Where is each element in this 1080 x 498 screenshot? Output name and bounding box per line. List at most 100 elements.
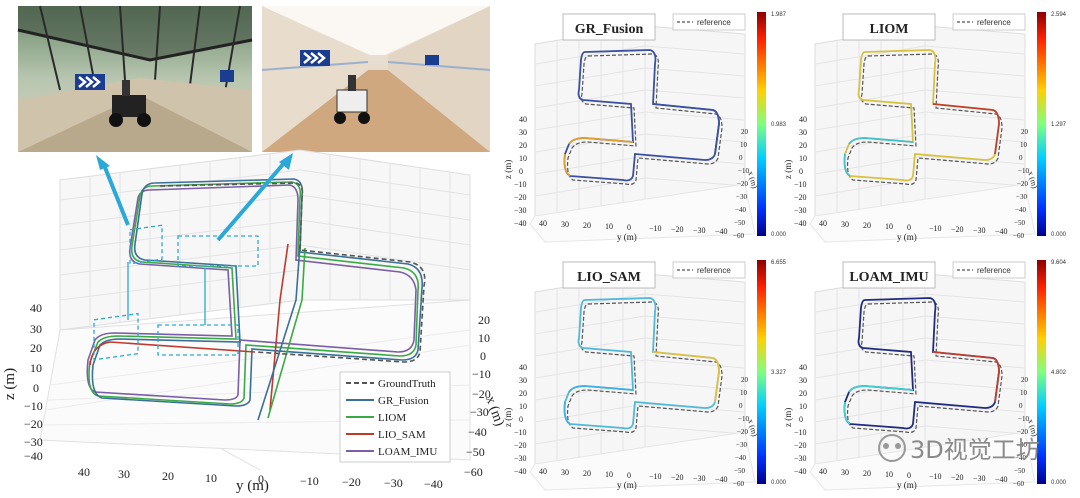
subplot-y-label: x (m)	[1026, 170, 1039, 190]
subplot-y-tick: −60	[733, 232, 744, 240]
main-y-tick: −30	[470, 405, 489, 419]
main-y-tick: −40	[468, 425, 487, 439]
subplot-y-tick: −20	[1017, 428, 1028, 436]
legend-gr-fusion: GR_Fusion	[378, 395, 429, 407]
subplot-z-tick: −30	[794, 206, 807, 215]
subplot-x-tick: 40	[539, 219, 547, 228]
main-y-tick: −50	[466, 445, 485, 459]
main-y-tick: 10	[478, 331, 490, 345]
subplot-y-tick: −50	[734, 467, 745, 475]
subplot-y-tick: 10	[1020, 389, 1028, 397]
subplot-y-tick: 20	[741, 376, 749, 384]
legend-groundtruth: GroundTruth	[378, 378, 436, 390]
subplot-z-tick: 0	[519, 415, 523, 424]
subplot-y-tick: 10	[740, 141, 748, 149]
subplot-x-tick: 20	[863, 469, 871, 478]
colorbar-tick: 0.000	[771, 480, 787, 486]
subplot-z-tick: 30	[519, 376, 527, 385]
subplot-x-tick: 10	[605, 470, 613, 479]
subplot-y-tick: −30	[1016, 441, 1027, 449]
colorbar-tick: 0.000	[771, 232, 787, 238]
subplot-y-label: x (m)	[1026, 418, 1039, 438]
colorbar-tick: 0.983	[771, 122, 787, 128]
subplot-x-tick: −30	[693, 226, 706, 235]
subplot-z-tick: −40	[794, 467, 807, 476]
subplot-3: LOAM_IMU reference 9.604 4.802 0.000 40 30 20 10…	[783, 260, 1067, 491]
subplot-x-tick: −10	[929, 224, 942, 233]
subplot-z-label: z (m)	[503, 160, 513, 179]
subplot-y-tick: 20	[1021, 376, 1029, 384]
subplot-x-tick: 30	[561, 220, 569, 229]
main-z-tick: −20	[24, 417, 43, 431]
subplot-z-tick: 30	[519, 128, 527, 137]
subplot-legend: reference	[977, 266, 1011, 275]
subplot-z-tick: −10	[794, 180, 807, 189]
subplot-y-label: x (m)	[746, 418, 759, 438]
subplot-y-tick: −40	[1015, 206, 1026, 214]
main-y-tick: 20	[478, 313, 490, 327]
subplot-x-tick: −30	[973, 226, 986, 235]
colorbar-tick: 0.000	[1051, 480, 1067, 486]
main-x-tick: −30	[384, 476, 403, 490]
subplot-y-tick: −50	[734, 219, 745, 227]
subplot-legend: reference	[697, 18, 731, 27]
subplot-z-tick: 40	[519, 115, 527, 124]
subplot-x-tick: 0	[907, 223, 911, 232]
subplot-2: LIO_SAM reference 6.655 3.327 0.000 40 30 20 10 0…	[503, 260, 787, 491]
subplot-x-tick: 20	[863, 221, 871, 230]
subplot-z-tick: 20	[799, 389, 807, 398]
main-z-tick: −10	[24, 399, 43, 413]
subplot-z-tick: 10	[799, 402, 807, 411]
subplot-y-tick: 0	[739, 402, 743, 410]
legend-lio-sam: LIO_SAM	[378, 429, 426, 441]
main-z-tick: 0	[33, 381, 39, 395]
main-x-tick: 10	[205, 471, 217, 485]
subplot-y-tick: −10	[1018, 415, 1029, 423]
subplot-z-tick: 0	[799, 167, 803, 176]
subplot-0: GR_Fusion reference 1.987 0.983 0.000 40 30 20 1…	[503, 12, 787, 243]
main-x-tick: 20	[162, 469, 174, 483]
main-z-tick: 40	[30, 301, 42, 315]
subplot-y-tick: −10	[1018, 167, 1029, 175]
main-legend: GroundTruth GR_Fusion LIOM LIO_SAM LOAM_…	[339, 371, 451, 463]
main-z-tick: 20	[30, 341, 42, 355]
subplot-x-label: y (m)	[897, 480, 917, 490]
subplot-y-tick: 20	[741, 128, 749, 136]
main-x-tick: 30	[118, 467, 130, 481]
main-z-tick: −30	[24, 435, 43, 449]
subplot-y-tick: −30	[736, 193, 747, 201]
main-z-tick: −40	[24, 449, 43, 463]
photo-indoor-tunnel	[261, 6, 491, 152]
main-x-tick: −10	[300, 474, 319, 488]
subplot-x-tick: 0	[627, 471, 631, 480]
subplot-z-tick: −40	[794, 219, 807, 228]
subplot-z-tick: −30	[794, 454, 807, 463]
subplot-z-label: z (m)	[783, 408, 793, 427]
subplot-x-tick: −40	[995, 227, 1008, 236]
subplot-x-tick: −20	[671, 473, 684, 482]
subplot-y-tick: 0	[739, 154, 743, 162]
main-x-tick: −20	[342, 475, 361, 489]
main-z-tick: 10	[30, 361, 42, 375]
subplot-z-tick: 0	[799, 415, 803, 424]
subplot-x-tick: 10	[605, 222, 613, 231]
main-y-tick: −60	[464, 465, 483, 479]
subplot-z-tick: 10	[519, 402, 527, 411]
main-x-tick: −40	[424, 477, 443, 491]
subplot-y-tick: 10	[1020, 141, 1028, 149]
subplot-y-tick: −60	[1013, 232, 1024, 240]
subplot-x-tick: 40	[819, 467, 827, 476]
subplot-x-tick: 0	[627, 223, 631, 232]
subplot-y-tick: 20	[1021, 128, 1029, 136]
subplots: GR_Fusion reference 1.987 0.983 0.000 40 30 20 1…	[503, 12, 1067, 491]
main-z-label: z (m)	[2, 368, 18, 400]
subplot-y-tick: −40	[735, 206, 746, 214]
legend-liom: LIOM	[378, 412, 406, 424]
subplot-title: LIO_SAM	[577, 270, 641, 285]
subplot-z-label: z (m)	[783, 160, 793, 179]
colorbar-tick: 3.327	[771, 370, 787, 376]
subplot-x-label: y (m)	[617, 232, 637, 242]
main-x-tick: 40	[78, 465, 90, 479]
subplot-y-tick: −40	[735, 454, 746, 462]
